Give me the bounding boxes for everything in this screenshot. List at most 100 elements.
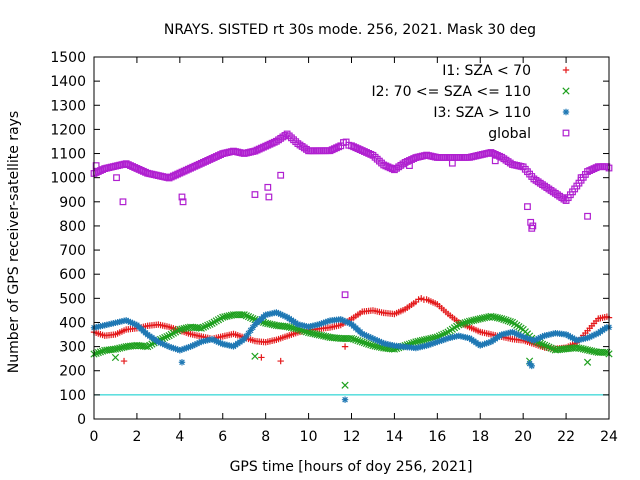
data-point [418,336,426,345]
legend-marker [562,66,570,74]
data-point [573,343,581,352]
data-point [268,320,276,329]
data-point [354,336,362,345]
data-point [185,165,192,173]
data-point [139,167,147,175]
data-point [313,330,321,339]
legend-marker [562,129,570,137]
data-point [358,147,366,154]
data-point [371,336,379,343]
data-point [268,139,276,147]
data-point [420,336,429,344]
data-point [506,317,514,326]
data-point [212,317,220,325]
data-point [363,332,370,339]
data-point [257,144,265,152]
data-point [480,314,489,322]
data-point [526,335,533,343]
data-point [519,333,527,341]
data-point [172,345,179,353]
data-point [225,312,233,320]
data-point [167,173,175,181]
data-point [172,171,179,179]
data-point [440,336,447,343]
data-point [350,335,358,343]
outlier-point [119,198,127,206]
data-point [183,344,190,352]
data-point [583,346,592,354]
data-point [206,156,214,163]
data-point [249,324,256,331]
data-point [367,341,375,349]
data-point [498,315,506,323]
outlier-point [277,171,285,179]
legend-marker [562,87,570,95]
data-point [170,344,177,352]
data-point [309,329,317,338]
data-point [590,165,598,173]
data-point [324,318,332,325]
data-point [266,320,274,328]
data-point [326,147,334,155]
outlier-point [277,357,284,365]
data-point [204,321,212,329]
data-point [584,168,591,175]
data-point [565,332,572,339]
data-point [197,324,205,332]
legend-marker [562,108,570,116]
y-tick-label: 700 [59,243,86,259]
data-point [369,151,377,159]
data-point [141,342,150,350]
data-point [371,153,379,161]
outlier-point [341,381,349,389]
data-point [517,332,525,340]
data-point [423,342,430,349]
data-point [588,166,596,173]
data-point [273,309,280,316]
data-point [178,168,186,176]
data-point [174,346,181,353]
data-point [217,339,224,347]
x-tick-label: 20 [514,429,532,445]
data-point [161,341,169,348]
data-point [470,316,478,324]
data-point [375,157,383,165]
data-point [374,337,381,344]
chart-title: NRAYS. SISTED rt 30s mode. 256, 2021. Ma… [164,22,536,38]
data-point [530,337,538,344]
data-point [378,339,385,346]
data-point [590,347,598,356]
data-point [588,332,596,340]
data-point [185,344,192,351]
data-point [285,132,293,140]
data-point [468,317,476,325]
outlier-point [179,198,187,206]
y-tick-label: 600 [59,267,86,283]
data-point [180,345,188,352]
data-point [97,167,104,174]
data-point [581,345,590,354]
data-point [347,334,356,343]
data-point [201,322,210,330]
outlier-point [341,291,349,299]
data-point [360,148,368,155]
data-point [189,342,196,349]
data-point [210,337,218,344]
y-tick-label: 1300 [50,98,86,114]
data-point [243,332,250,340]
x-tick-label: 0 [90,429,99,445]
data-point [161,333,169,342]
data-point [208,336,216,343]
data-point [362,339,371,348]
data-point [315,331,323,339]
data-point [247,314,255,322]
data-point [493,314,502,322]
data-point [111,345,120,353]
data-point [189,163,197,171]
data-point [534,335,542,342]
data-point [178,325,186,333]
data-point [320,319,327,327]
data-point [240,311,248,319]
data-point [586,333,593,341]
data-point [538,340,547,348]
